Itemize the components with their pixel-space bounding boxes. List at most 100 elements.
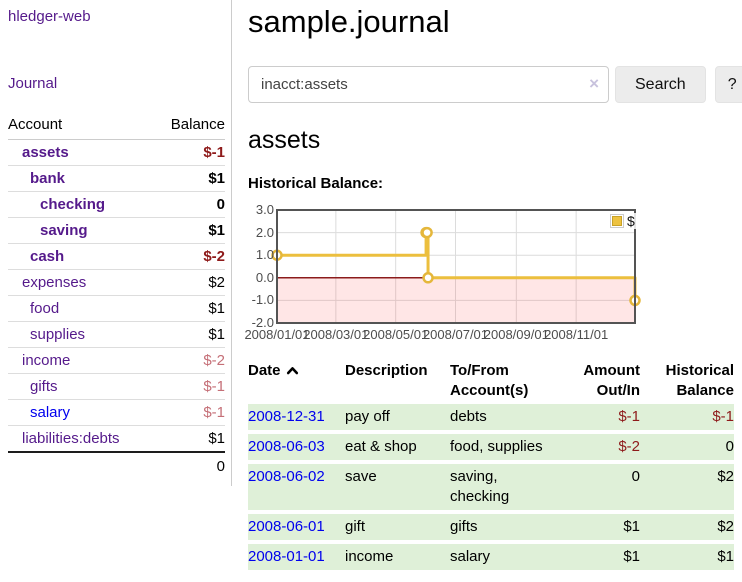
app-title-link[interactable]: hledger-web (8, 8, 91, 25)
account-row: food $1 (8, 295, 225, 322)
transactions-table-header: Date Description To/From Account(s) Amou… (248, 359, 734, 404)
account-link-food[interactable]: food (30, 300, 60, 317)
transaction-balance: $2 (717, 518, 734, 535)
account-row: bank $1 (8, 165, 225, 192)
transaction-date-link[interactable]: 2008-12-31 (248, 408, 325, 425)
account-row: assets $-1 (8, 140, 225, 166)
main-content: sample.journal × Search ? assets Histori… (232, 0, 742, 574)
transaction-date-link[interactable]: 2008-06-03 (248, 438, 325, 455)
negative-zone (277, 277, 635, 323)
x-axis-tick-label: 2008/11/01 (544, 327, 609, 342)
account-balance: $-1 (203, 404, 225, 421)
accounts-column-header: To/From Account(s) (450, 362, 529, 399)
account-row: income $-2 (8, 347, 225, 374)
transaction-date-link[interactable]: 2008-06-01 (248, 518, 325, 535)
transaction-balance: $2 (717, 468, 734, 485)
account-balance: $-2 (203, 248, 225, 265)
transaction-description: eat & shop (345, 438, 417, 455)
account-balance: $-2 (203, 352, 225, 369)
transaction-amount: $1 (623, 518, 640, 535)
search-help-button[interactable]: ? (714, 66, 742, 103)
account-row: saving $1 (8, 217, 225, 244)
accounts-total-row: 0 (8, 451, 225, 480)
clear-search-icon[interactable]: × (589, 74, 599, 93)
transaction-date-link[interactable]: 2008-01-01 (248, 548, 325, 565)
sidebar: hledger-web Journal Account Balance asse… (0, 0, 232, 486)
transaction-balance: $1 (717, 548, 734, 565)
description-column-header: Description (345, 362, 428, 379)
account-link-liabilities-debts[interactable]: liabilities:debts (22, 430, 120, 447)
transaction-description: income (345, 548, 394, 565)
y-axis-tick-label: 3.0 (255, 202, 274, 217)
balance-column-header: Balance (170, 116, 225, 133)
page-title: sample.journal (248, 4, 450, 39)
accounts-total-balance: 0 (154, 451, 225, 480)
account-link-bank[interactable]: bank (30, 170, 66, 187)
account-balance: $1 (208, 430, 225, 447)
account-column-header: Account (8, 116, 63, 133)
transaction-accounts: food, supplies (450, 438, 543, 455)
x-axis-tick-label: 2008/07/01 (422, 327, 489, 342)
account-row: expenses $2 (8, 269, 225, 296)
transaction-amount: $1 (623, 548, 640, 565)
account-balance: $1 (208, 170, 225, 187)
account-link-income[interactable]: income (22, 352, 71, 369)
legend-label: $ (627, 213, 635, 229)
y-axis-tick-label: 0.0 (255, 269, 274, 285)
data-point-marker[interactable] (422, 272, 434, 284)
transaction-balance: 0 (725, 438, 734, 455)
search-input-wrap: × (248, 66, 609, 103)
data-point-marker[interactable] (421, 226, 433, 239)
x-axis-tick-label: 2008/05/01 (363, 327, 429, 342)
account-balance: 0 (216, 196, 225, 213)
date-column-header[interactable]: Date (248, 359, 345, 404)
sort-ascending-icon (286, 361, 299, 381)
transaction-balance: $-1 (712, 408, 734, 425)
account-balance: $-1 (203, 378, 225, 395)
transaction-description: gift (345, 518, 366, 535)
transaction-accounts: gifts (450, 518, 478, 535)
transaction-description: save (345, 468, 377, 485)
historical-balance-chart[interactable]: $ 3.0 2.0 1.0 0.0 -1.0 -2.0 2008/01/01 2008/03/… (244, 200, 742, 350)
search-button[interactable]: Search (615, 66, 706, 103)
account-row: salary $-1 (8, 399, 225, 426)
account-balance: $1 (208, 222, 225, 239)
transaction-accounts: salary (450, 548, 491, 565)
amount-column-header: Amount Out/In (583, 362, 640, 399)
account-row: supplies $1 (8, 321, 225, 348)
account-balance: $1 (208, 300, 225, 317)
account-row: checking 0 (8, 191, 225, 218)
search-input[interactable] (248, 66, 609, 103)
y-axis-tick-label: 2.0 (255, 224, 274, 240)
plot-border (276, 209, 636, 324)
accounts-table-header: Account Balance (8, 113, 225, 140)
y-axis-tick-label: -1.0 (251, 292, 274, 308)
transaction-accounts: debts (450, 408, 487, 425)
legend-swatch-icon (610, 214, 624, 228)
account-link-supplies[interactable]: supplies (30, 326, 86, 343)
transaction-amount: 0 (631, 468, 640, 485)
account-row: gifts $-1 (8, 373, 225, 400)
account-link-saving[interactable]: saving (40, 222, 88, 239)
account-link-checking[interactable]: checking (40, 196, 106, 213)
x-axis-tick-label: 2008/09/01 (483, 327, 549, 342)
account-balance: $-1 (203, 144, 225, 161)
account-link-expenses[interactable]: expenses (22, 274, 87, 291)
chart-canvas[interactable] (248, 200, 742, 350)
y-axis-tick-label: 1.0 (255, 247, 274, 263)
account-link-gifts[interactable]: gifts (30, 378, 58, 395)
chart-label: Historical Balance: (248, 175, 384, 192)
y-axis-tick-label: -2.0 (251, 315, 274, 330)
transaction-row: 2008-06-01 gift gifts $1 $2 (248, 512, 734, 542)
account-link-cash[interactable]: cash (30, 248, 65, 265)
account-link-assets[interactable]: assets (22, 144, 69, 161)
account-link-salary[interactable]: salary (30, 404, 71, 421)
chart-legend: $ (609, 213, 636, 229)
account-row: liabilities:debts $1 (8, 425, 225, 453)
journal-link[interactable]: Journal (8, 75, 58, 92)
transactions-table: Date Description To/From Account(s) Amou… (248, 359, 734, 574)
transaction-amount: $-1 (618, 408, 640, 425)
account-balance: $2 (208, 274, 225, 291)
x-axis-tick-label: 2008/01/01 (244, 327, 310, 342)
transaction-date-link[interactable]: 2008-06-02 (248, 468, 325, 485)
